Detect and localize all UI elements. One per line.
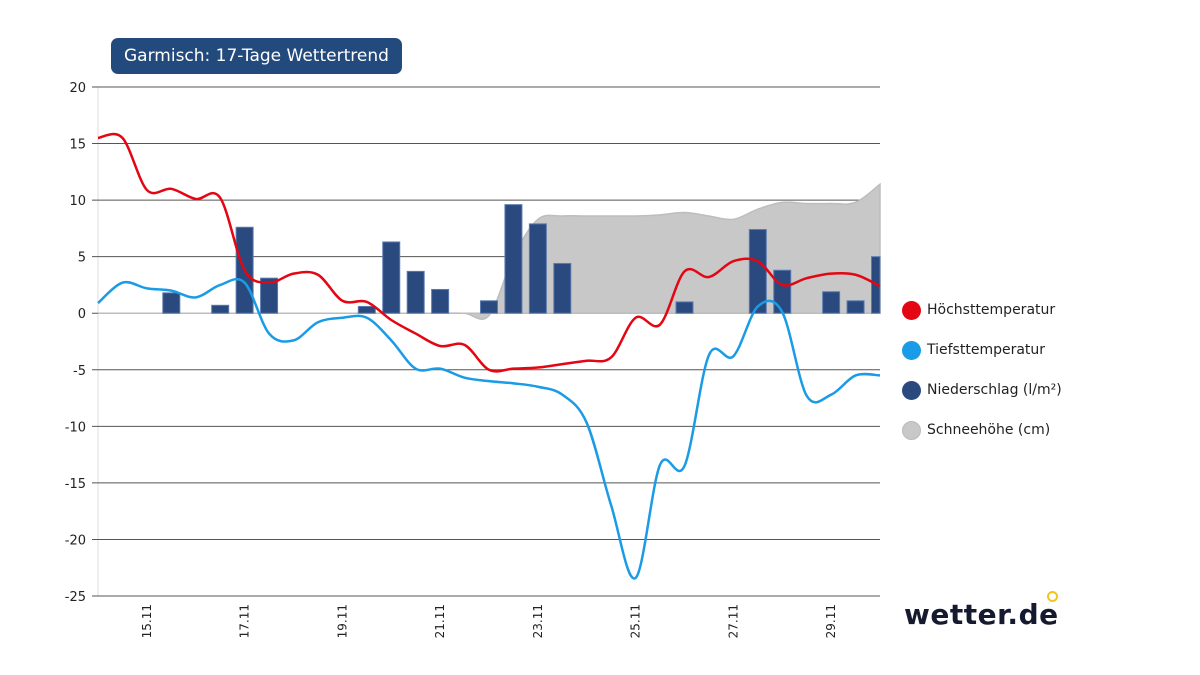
legend-item-low[interactable]: Tiefsttemperatur bbox=[902, 330, 1062, 370]
y-tick-label: -10 bbox=[65, 420, 86, 435]
precipitation-bar bbox=[822, 291, 841, 314]
precipitation-bar bbox=[382, 241, 401, 314]
legend-label: Schneehöhe (cm) bbox=[927, 422, 1051, 438]
legend-label: Niederschlag (l/m²) bbox=[927, 382, 1062, 398]
precipitation-bar bbox=[528, 223, 547, 314]
legend-item-precip[interactable]: Niederschlag (l/m²) bbox=[902, 370, 1062, 410]
y-axis: 20 15 10 5 0 -5 -10 -15 -20 -25 bbox=[65, 81, 86, 605]
y-tick-label: -15 bbox=[65, 477, 86, 492]
navy-dot-icon bbox=[902, 380, 921, 400]
y-tick-label: 10 bbox=[69, 194, 86, 209]
chart-title: Garmisch: 17-Tage Wettertrend bbox=[111, 38, 402, 74]
precipitation-bar bbox=[480, 300, 498, 314]
precipitation-bar bbox=[357, 305, 376, 314]
precipitation-bar bbox=[675, 301, 694, 314]
y-tick-label: -20 bbox=[65, 533, 86, 548]
x-tick-label: 15.11 bbox=[140, 604, 154, 638]
y-tick-label: 20 bbox=[69, 81, 86, 96]
x-tick-label: 21.11 bbox=[433, 604, 447, 638]
x-tick-label: 23.11 bbox=[531, 604, 545, 638]
precipitation-bar bbox=[260, 277, 279, 314]
grid bbox=[92, 86, 880, 597]
precipitation-bar bbox=[846, 300, 865, 314]
x-axis: 15.11 17.11 19.11 21.11 23.11 25.11 27.11 29.11 bbox=[140, 604, 838, 638]
x-tick-label: 27.11 bbox=[726, 604, 740, 638]
temperature-lines bbox=[97, 132, 881, 580]
legend-label: Tiefsttemperatur bbox=[927, 342, 1046, 358]
legend: Höchsttemperatur Tiefsttemperatur Nieder… bbox=[902, 290, 1062, 450]
red-dot-icon bbox=[902, 300, 921, 320]
x-tick-label: 19.11 bbox=[335, 604, 349, 638]
y-tick-label: 5 bbox=[78, 251, 86, 266]
precipitation-bar bbox=[748, 229, 767, 314]
y-tick-label: 15 bbox=[69, 138, 86, 153]
low-temperature-line bbox=[97, 277, 881, 580]
logo-ring-icon bbox=[1047, 591, 1058, 602]
grey-dot-icon bbox=[902, 420, 921, 440]
precipitation-bar bbox=[431, 288, 450, 314]
y-tick-label: 0 bbox=[78, 307, 86, 322]
y-tick-label: -25 bbox=[65, 590, 86, 605]
x-tick-label: 25.11 bbox=[629, 604, 643, 638]
precipitation-bars bbox=[162, 204, 881, 314]
precipitation-bar bbox=[162, 292, 181, 314]
x-tick-label: 17.11 bbox=[238, 604, 252, 638]
blue-dot-icon bbox=[902, 340, 921, 360]
high-temperature-line bbox=[97, 132, 881, 373]
precipitation-bar bbox=[553, 262, 572, 314]
precipitation-bar bbox=[504, 204, 523, 314]
legend-label: Höchsttemperatur bbox=[927, 302, 1056, 318]
legend-item-high[interactable]: Höchsttemperatur bbox=[902, 290, 1062, 330]
precipitation-bar bbox=[406, 270, 425, 314]
y-tick-label: -5 bbox=[73, 364, 86, 379]
legend-item-snow[interactable]: Schneehöhe (cm) bbox=[902, 410, 1062, 450]
precipitation-bar bbox=[773, 269, 792, 314]
wetter-de-logo: wetter.de bbox=[904, 598, 1059, 631]
precipitation-bar bbox=[211, 304, 230, 314]
x-tick-label: 29.11 bbox=[824, 604, 838, 638]
